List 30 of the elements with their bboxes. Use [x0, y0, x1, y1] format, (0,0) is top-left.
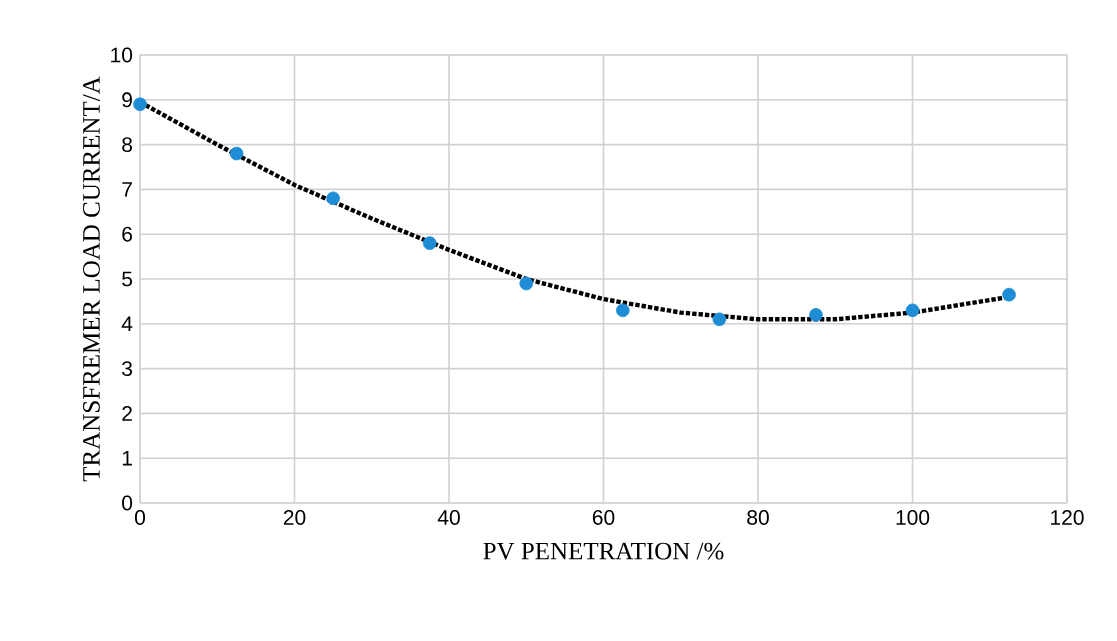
x-tick-label: 60 [592, 510, 615, 525]
y-tick-label: 4 [121, 316, 133, 332]
y-tick-label: 6 [122, 226, 133, 242]
x-tick-label: 80 [747, 510, 769, 525]
point [326, 191, 340, 206]
point [1002, 287, 1016, 302]
x-tick-label: 40 [437, 510, 460, 525]
point [616, 303, 630, 318]
y-axis-title: TRANSFREMER LOAD CURRENT/A [83, 76, 100, 482]
y-tick-label: 9 [122, 92, 132, 108]
y-tick-label: 8 [122, 137, 133, 153]
y-tick-label: 7 [122, 182, 132, 197]
point [809, 308, 823, 322]
point [422, 236, 437, 250]
point [905, 303, 920, 318]
y-tick-label: 0 [122, 495, 133, 511]
point [712, 312, 727, 327]
y-tick-label: 10 [111, 47, 133, 63]
x-tick-label: 20 [283, 510, 306, 525]
y-tick-label: 3 [122, 361, 133, 377]
y-tick-label: 5 [122, 271, 133, 287]
x-tick-label: 0 [134, 510, 146, 525]
x-tick-label: 100 [896, 510, 930, 525]
point [519, 276, 534, 291]
x-tick-label: 120 [1051, 510, 1084, 525]
point [133, 97, 147, 112]
y-tick-label: 1 [122, 450, 132, 466]
point [229, 146, 244, 161]
x-axis-title: PV PENETRATION /% [483, 542, 724, 560]
y-tick-label: 2 [122, 406, 132, 421]
